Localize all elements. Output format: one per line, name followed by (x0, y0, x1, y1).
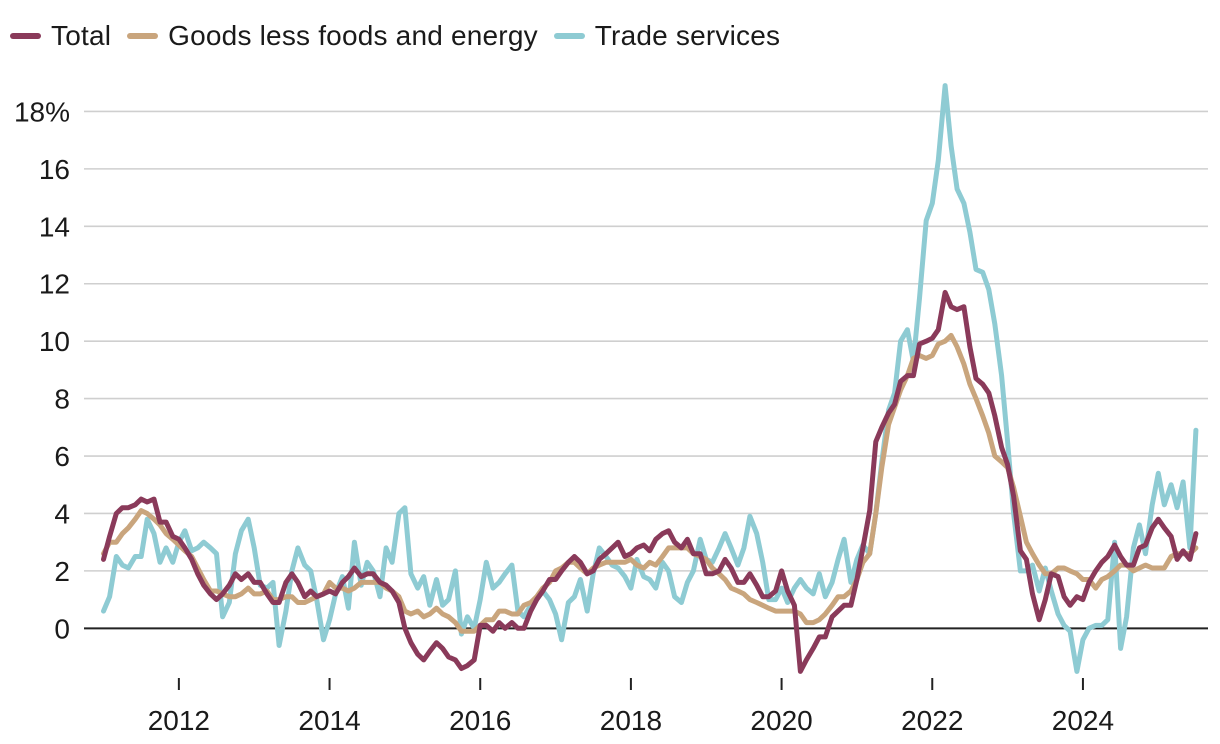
legend-label-trade: Trade services (594, 20, 781, 51)
axes: 0 2 4 6 8 10 12 14 16 18% 2012 2014 2016 2018 2020 2022… (14, 96, 1208, 736)
series-lines (101, 83, 1199, 674)
x-tick-label-2014: 2014 (298, 705, 360, 736)
y-tick-label-2: 2 (54, 556, 70, 587)
legend-item-goods: Goods less foods and energy (127, 14, 538, 58)
y-tick-label-4: 4 (54, 498, 70, 529)
x-tick-label-2022: 2022 (901, 705, 963, 736)
x-tick-label-2012: 2012 (148, 705, 210, 736)
x-tick-label-2024: 2024 (1052, 705, 1114, 736)
legend-label-goods: Goods less foods and energy (168, 20, 538, 51)
legend: Total Goods less foods and energy Trade … (10, 14, 796, 58)
legend-label-total: Total (51, 20, 112, 51)
y-tick-label-8: 8 (54, 384, 70, 415)
legend-item-total: Total (10, 14, 111, 58)
y-tick-label-10: 10 (39, 326, 70, 357)
series-line-total (101, 289, 1199, 674)
y-tick-label-6: 6 (54, 441, 70, 472)
legend-swatch-trade (553, 33, 585, 39)
legend-swatch-goods (127, 33, 159, 39)
legend-swatch-total (10, 33, 41, 39)
y-tick-label-12: 12 (39, 269, 70, 300)
y-tick-label-0: 0 (54, 613, 70, 644)
y-tick-label-16: 16 (39, 154, 70, 185)
x-tick-label-2020: 2020 (750, 705, 812, 736)
y-tick-label-14: 14 (39, 211, 70, 242)
x-tick-label-2018: 2018 (600, 705, 662, 736)
x-tick-label-2016: 2016 (449, 705, 511, 736)
gridlines (84, 110, 1208, 572)
y-tick-label-18: 18% (14, 96, 70, 127)
legend-item-trade: Trade services (553, 14, 781, 58)
